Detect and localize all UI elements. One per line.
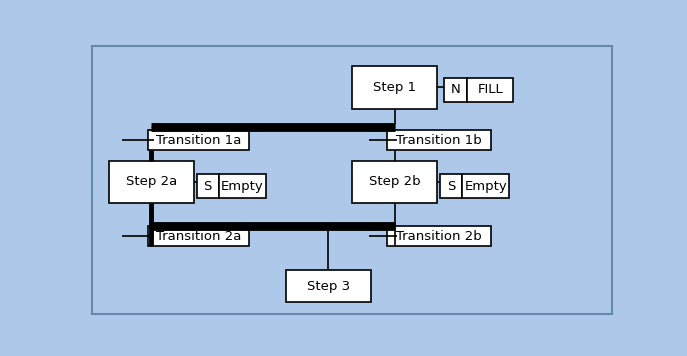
Text: Step 3: Step 3 — [306, 279, 350, 293]
FancyBboxPatch shape — [352, 66, 438, 109]
Text: Step 2a: Step 2a — [126, 176, 177, 188]
Text: Transition 1a: Transition 1a — [156, 134, 241, 147]
FancyBboxPatch shape — [148, 226, 249, 246]
FancyBboxPatch shape — [444, 78, 467, 102]
FancyBboxPatch shape — [387, 226, 491, 246]
Text: N: N — [451, 83, 460, 96]
Text: Step 1: Step 1 — [373, 81, 416, 94]
Text: S: S — [447, 179, 455, 193]
FancyBboxPatch shape — [440, 174, 462, 198]
FancyBboxPatch shape — [286, 270, 371, 302]
FancyBboxPatch shape — [109, 161, 194, 203]
Text: FILL: FILL — [477, 83, 503, 96]
FancyBboxPatch shape — [196, 174, 219, 198]
Text: Transition 2a: Transition 2a — [156, 230, 241, 243]
FancyBboxPatch shape — [387, 130, 491, 150]
Text: S: S — [203, 179, 212, 193]
Text: Empty: Empty — [464, 179, 507, 193]
Text: Transition 2b: Transition 2b — [396, 230, 482, 243]
Text: Step 2b: Step 2b — [369, 176, 420, 188]
Text: Transition 1b: Transition 1b — [396, 134, 482, 147]
FancyBboxPatch shape — [462, 174, 509, 198]
FancyBboxPatch shape — [148, 130, 249, 150]
FancyBboxPatch shape — [219, 174, 266, 198]
Text: Empty: Empty — [221, 179, 264, 193]
FancyBboxPatch shape — [467, 78, 513, 102]
FancyBboxPatch shape — [352, 161, 438, 203]
